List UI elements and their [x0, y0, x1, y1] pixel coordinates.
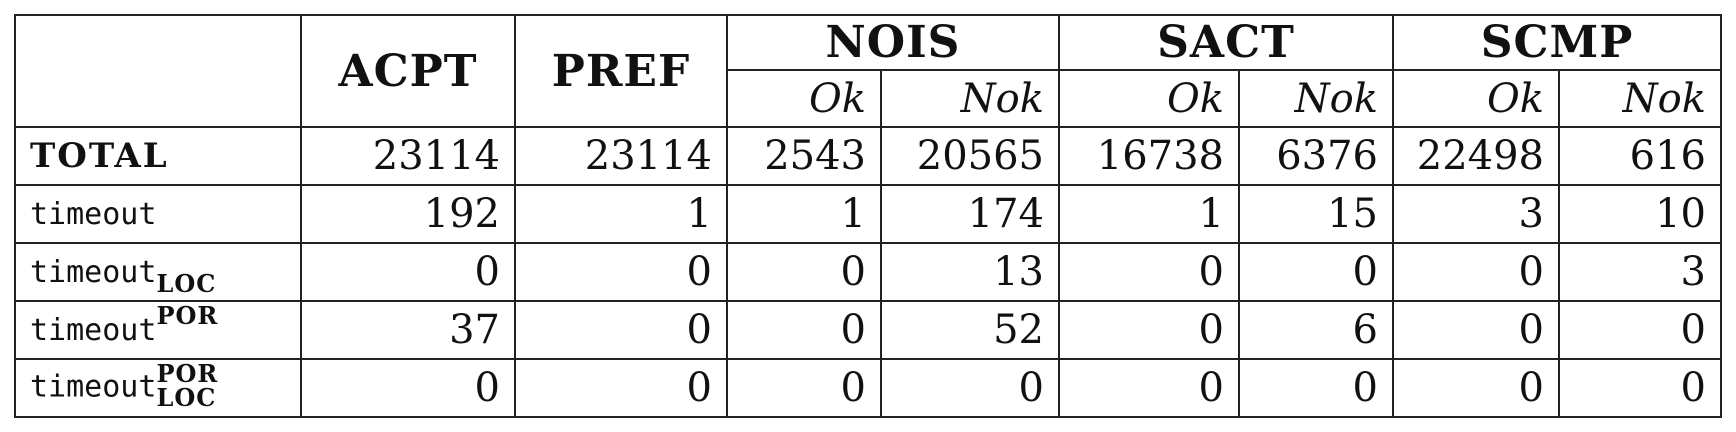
row-label-timeout-por: timeoutPOR — [14, 300, 302, 360]
row-label-timeout-loc: timeoutLOC — [14, 242, 302, 302]
header-nois-nok: Nok — [880, 69, 1060, 128]
header-acpt: ACPT — [300, 14, 516, 128]
row-label-timeout-por-loc-scripts: POR LOC — [156, 362, 218, 410]
cell-timeout-por-scmp-ok: 0 — [1392, 300, 1560, 360]
header-row-sub: Ok Nok Ok Nok Ok Nok — [15, 69, 1722, 128]
row-label-timeout-por-superscript: POR — [156, 300, 219, 330]
cell-timeout-loc-sact-nok: 0 — [1238, 242, 1394, 302]
header-scmp: SCMP — [1392, 14, 1722, 71]
cell-timeout-por-pref: 0 — [514, 300, 728, 360]
cell-timeout-pref: 1 — [514, 184, 728, 244]
row-label-timeout-por-loc-subscript: LOC — [156, 383, 217, 412]
row-label-timeout-por-loc-text: timeout — [30, 369, 157, 405]
header-nois-ok: Ok — [726, 69, 882, 128]
cell-timeout-por-nois-ok: 0 — [726, 300, 882, 360]
header-scmp-nok: Nok — [1558, 69, 1722, 128]
cell-timeout-loc-nois-ok: 0 — [726, 242, 882, 302]
row-label-timeout-loc-text: timeout — [30, 254, 157, 290]
cell-timeout-loc-scmp-nok: 3 — [1558, 242, 1722, 302]
cell-timeout-sact-ok: 1 — [1058, 184, 1240, 244]
cell-timeout-loc-sact-ok: 0 — [1058, 242, 1240, 302]
header-sact-ok: Ok — [1058, 69, 1240, 128]
header-row-top: ACPT PREF NOIS SACT SCMP — [14, 14, 1722, 128]
cell-timeout-por-loc-acpt: 0 — [300, 358, 516, 418]
cell-timeout-scmp-ok: 3 — [1392, 184, 1560, 244]
cell-timeout-por-nois-nok: 52 — [880, 300, 1060, 360]
cell-timeout-nois-nok: 174 — [880, 184, 1060, 244]
results-table: ACPT PREF NOIS SACT SCMP Ok Nok Ok Nok O… — [14, 14, 1722, 418]
row-label-timeout-por-text: timeout — [30, 312, 157, 348]
cell-timeout-por-loc-scmp-ok: 0 — [1392, 358, 1560, 418]
cell-timeout-scmp-nok: 10 — [1558, 184, 1722, 244]
header-nois: NOIS — [726, 14, 1060, 71]
cell-total-nois-nok: 20565 — [880, 126, 1060, 186]
cell-timeout-por-acpt: 37 — [300, 300, 516, 360]
row-label-timeout-por-loc-superscript: POR — [156, 359, 219, 388]
header-corner-cell — [14, 14, 302, 128]
cell-timeout-por-scmp-nok: 0 — [1558, 300, 1722, 360]
cell-total-acpt: 23114 — [300, 126, 516, 186]
cell-timeout-acpt: 192 — [300, 184, 516, 244]
cell-total-sact-nok: 6376 — [1238, 126, 1394, 186]
table-row-timeout-por-loc: timeout POR LOC 0 0 0 0 0 0 0 0 — [14, 358, 1722, 418]
cell-timeout-loc-acpt: 0 — [300, 242, 516, 302]
cell-timeout-por-loc-sact-nok: 0 — [1238, 358, 1394, 418]
cell-total-nois-ok: 2543 — [726, 126, 882, 186]
row-label-total: TOTAL — [14, 126, 302, 186]
cell-timeout-por-loc-pref: 0 — [514, 358, 728, 418]
cell-timeout-nois-ok: 1 — [726, 184, 882, 244]
cell-timeout-por-loc-nois-ok: 0 — [726, 358, 882, 418]
row-label-timeout: timeout — [14, 184, 302, 244]
cell-timeout-por-loc-sact-ok: 0 — [1058, 358, 1240, 418]
cell-timeout-por-loc-scmp-nok: 0 — [1558, 358, 1722, 418]
cell-timeout-loc-scmp-ok: 0 — [1392, 242, 1560, 302]
header-scmp-ok: Ok — [1392, 69, 1560, 128]
cell-timeout-por-sact-nok: 6 — [1238, 300, 1394, 360]
header-sact: SACT — [1058, 14, 1394, 71]
cell-timeout-loc-pref: 0 — [514, 242, 728, 302]
cell-timeout-por-sact-ok: 0 — [1058, 300, 1240, 360]
results-table-container: ACPT PREF NOIS SACT SCMP Ok Nok Ok Nok O… — [14, 14, 1722, 418]
cell-timeout-sact-nok: 15 — [1238, 184, 1394, 244]
row-label-timeout-loc-subscript: LOC — [156, 268, 217, 298]
cell-total-scmp-nok: 616 — [1558, 126, 1722, 186]
header-pref: PREF — [514, 14, 728, 128]
table-row-total: TOTAL 23114 23114 2543 20565 16738 6376 … — [14, 126, 1722, 186]
row-label-timeout-por-loc: timeout POR LOC — [14, 358, 302, 418]
row-label-timeout-text: timeout — [30, 196, 157, 232]
cell-timeout-por-loc-nois-nok: 0 — [880, 358, 1060, 418]
table-row-timeout-loc: timeoutLOC 0 0 0 13 0 0 0 3 — [14, 242, 1722, 302]
header-sact-nok: Nok — [1238, 69, 1394, 128]
cell-total-pref: 23114 — [514, 126, 728, 186]
cell-timeout-loc-nois-nok: 13 — [880, 242, 1060, 302]
cell-total-scmp-ok: 22498 — [1392, 126, 1560, 186]
table-row-timeout: timeout 192 1 1 174 1 15 3 10 — [14, 184, 1722, 244]
cell-total-sact-ok: 16738 — [1058, 126, 1240, 186]
table-row-timeout-por: timeoutPOR 37 0 0 52 0 6 0 0 — [14, 300, 1722, 360]
